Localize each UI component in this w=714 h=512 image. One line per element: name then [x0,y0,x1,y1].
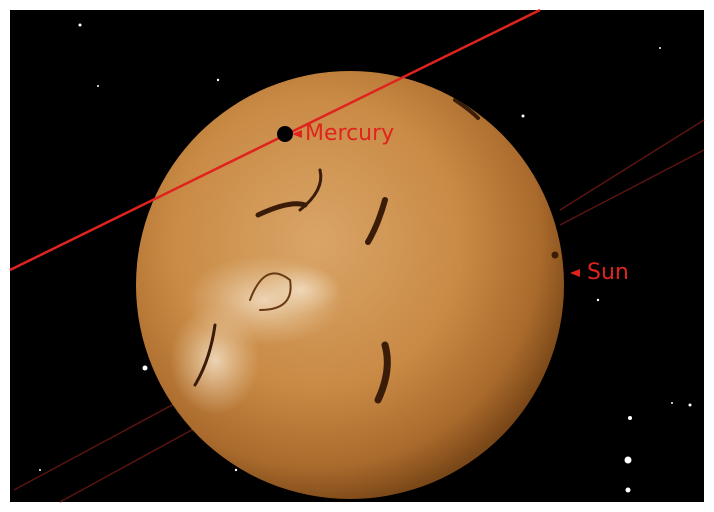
sun-pointer [570,269,580,277]
mercury-pointer [292,130,302,138]
stars [39,23,692,493]
sun-label: Sun [587,260,629,285]
mercury-marker [277,126,293,142]
mercury-path [9,8,541,272]
sun-disk [136,71,564,499]
mercury-label: Mercury [305,121,394,146]
orbit-lines [13,119,705,503]
